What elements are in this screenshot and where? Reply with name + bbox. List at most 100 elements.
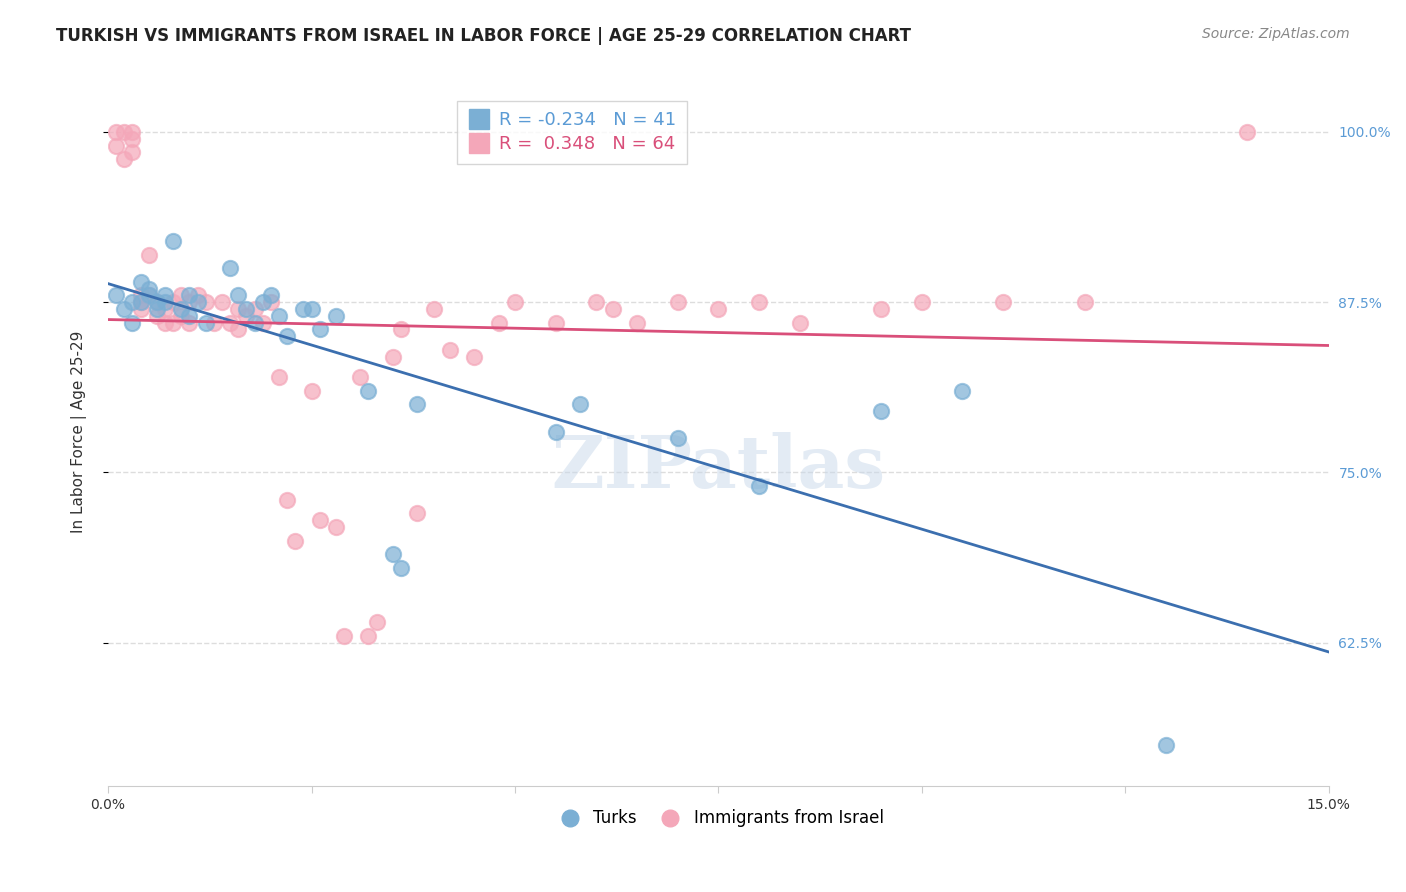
Point [357,384,380,398]
Point [179,295,201,310]
Point [267,309,290,323]
Point [105,288,128,302]
Point [219,316,242,330]
Text: ZIPatlas: ZIPatlas [551,432,886,502]
Point [366,615,388,630]
Point [112,152,135,166]
Point [162,316,184,330]
Point [406,397,429,411]
Point [235,301,257,316]
Point [121,145,143,160]
Point [112,301,135,316]
Point [162,295,184,310]
Point [187,295,209,310]
Point [243,301,266,316]
Point [187,288,209,302]
Point [748,295,770,310]
Point [952,384,974,398]
Point [748,479,770,493]
Point [129,288,152,302]
Point [602,301,624,316]
Point [129,295,152,310]
Point [349,370,371,384]
Point [267,370,290,384]
Legend: Turks, Immigrants from Israel: Turks, Immigrants from Israel [547,803,890,834]
Point [153,295,176,310]
Point [252,316,274,330]
Point [138,288,160,302]
Point [112,125,135,139]
Point [439,343,461,357]
Point [194,295,217,310]
Point [235,309,257,323]
Point [129,301,152,316]
Point [179,288,201,302]
Point [121,316,143,330]
Point [170,288,193,302]
Point [301,301,323,316]
Point [162,234,184,248]
Point [666,295,689,310]
Point [226,288,249,302]
Point [194,316,217,330]
Point [138,288,160,302]
Point [260,288,283,302]
Point [308,513,330,527]
Point [569,397,592,411]
Point [870,404,893,418]
Point [219,261,242,276]
Point [626,316,648,330]
Point [544,425,567,439]
Point [226,322,249,336]
Point [146,301,169,316]
Point [333,629,356,643]
Point [243,316,266,330]
Point [308,322,330,336]
Point [503,295,526,310]
Point [170,301,193,316]
Point [991,295,1014,310]
Point [284,533,307,548]
Point [129,275,152,289]
Point [911,295,934,310]
Point [389,322,412,336]
Point [870,301,893,316]
Point [179,316,201,330]
Point [389,561,412,575]
Point [121,295,143,310]
Point [276,329,298,343]
Point [138,282,160,296]
Point [666,432,689,446]
Point [325,520,347,534]
Text: Source: ZipAtlas.com: Source: ZipAtlas.com [1202,27,1350,41]
Point [129,295,152,310]
Point [488,316,510,330]
Point [422,301,444,316]
Point [585,295,607,310]
Point [276,492,298,507]
Point [202,316,225,330]
Point [226,301,249,316]
Point [301,384,323,398]
Point [146,309,169,323]
Point [138,247,160,261]
Point [146,295,169,310]
Point [211,295,233,310]
Point [789,316,811,330]
Point [1236,125,1258,139]
Point [406,506,429,520]
Point [325,309,347,323]
Point [707,301,730,316]
Point [105,125,128,139]
Point [153,316,176,330]
Text: TURKISH VS IMMIGRANTS FROM ISRAEL IN LABOR FORCE | AGE 25-29 CORRELATION CHART: TURKISH VS IMMIGRANTS FROM ISRAEL IN LAB… [56,27,911,45]
Point [153,301,176,316]
Point [252,295,274,310]
Point [121,132,143,146]
Point [105,138,128,153]
Point [179,309,201,323]
Point [1073,295,1095,310]
Point [260,295,283,310]
Point [292,301,315,316]
Point [357,629,380,643]
